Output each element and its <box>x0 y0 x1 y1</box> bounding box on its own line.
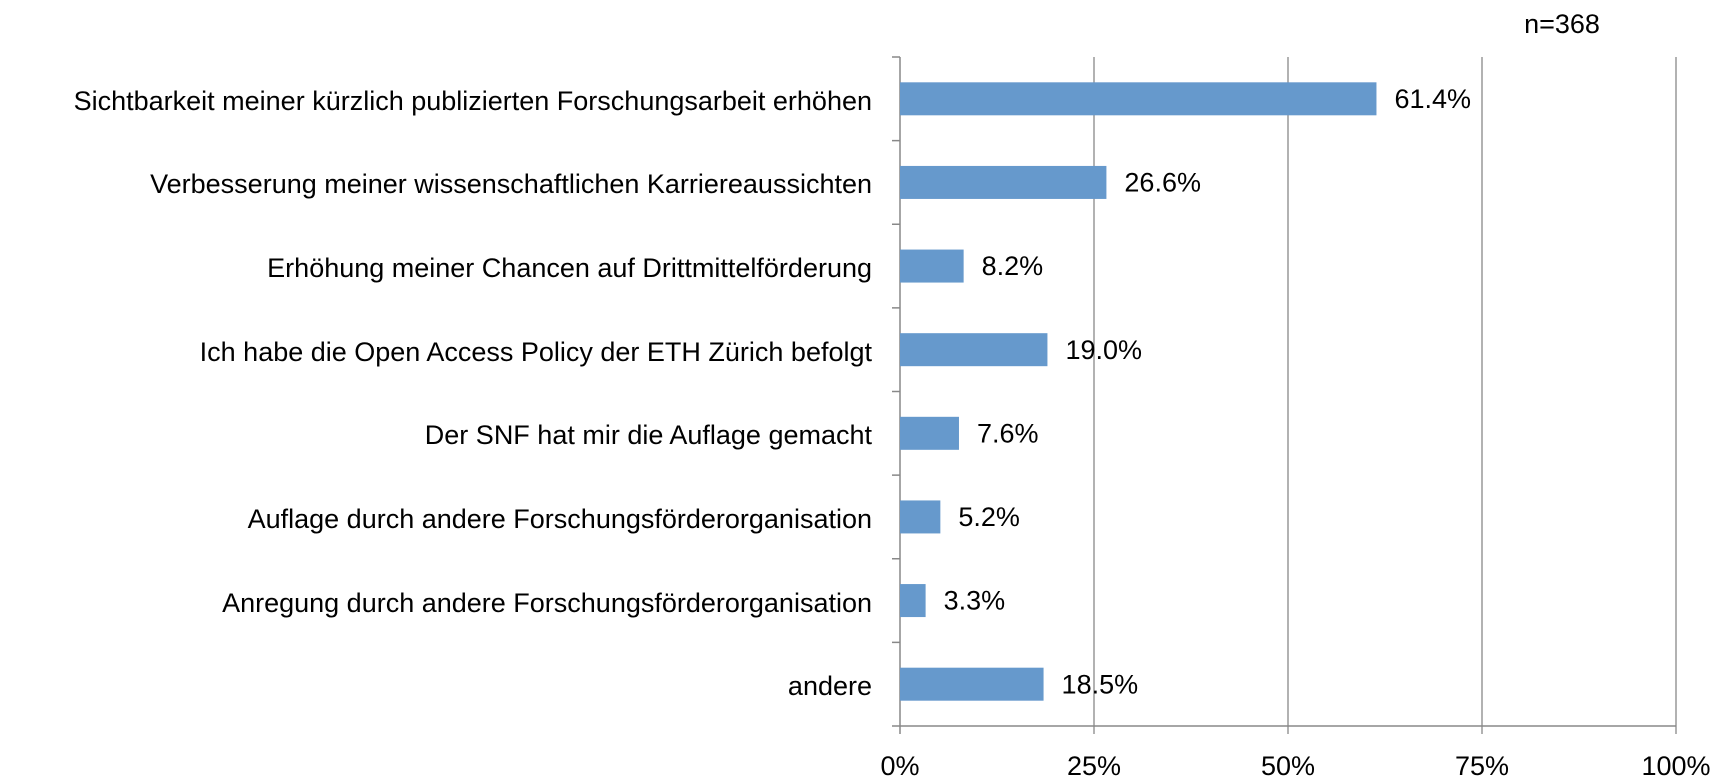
x-tick-label: 75% <box>1455 751 1509 781</box>
bar <box>900 249 964 283</box>
value-label: 8.2% <box>982 251 1044 281</box>
x-tick-label: 0% <box>880 751 919 781</box>
x-tick-label: 100% <box>1641 751 1710 781</box>
bar <box>900 500 941 534</box>
value-label: 5.2% <box>958 502 1020 532</box>
category-label: Auflage durch andere Forschungsförderorg… <box>247 503 872 534</box>
category-label: Der SNF hat mir die Auflage gemacht <box>424 420 872 451</box>
bar <box>900 584 926 618</box>
bar <box>900 82 1377 116</box>
x-tick-label: 50% <box>1261 751 1315 781</box>
category-label: Sichtbarkeit meiner kürzlich publizierte… <box>73 85 872 116</box>
value-label: 26.6% <box>1124 168 1201 198</box>
category-label: Verbesserung meiner wissenschaftlichen K… <box>150 169 872 200</box>
annotation: n=368 <box>1524 9 1600 39</box>
category-label: Anregung durch andere Forschungsförderor… <box>222 587 872 618</box>
bar <box>900 165 1107 199</box>
value-label: 18.5% <box>1062 669 1139 699</box>
category-label: Ich habe die Open Access Policy der ETH … <box>199 336 872 367</box>
value-label: 3.3% <box>944 586 1006 616</box>
value-label: 61.4% <box>1394 84 1471 114</box>
value-label: 19.0% <box>1065 335 1142 365</box>
bar <box>900 667 1044 701</box>
category-label: Erhöhung meiner Chancen auf Drittmittelf… <box>267 253 872 284</box>
category-label: andere <box>787 671 872 702</box>
x-tick-label: 25% <box>1067 751 1121 781</box>
value-label: 7.6% <box>977 418 1039 448</box>
bar <box>900 416 959 450</box>
bar <box>900 333 1048 367</box>
